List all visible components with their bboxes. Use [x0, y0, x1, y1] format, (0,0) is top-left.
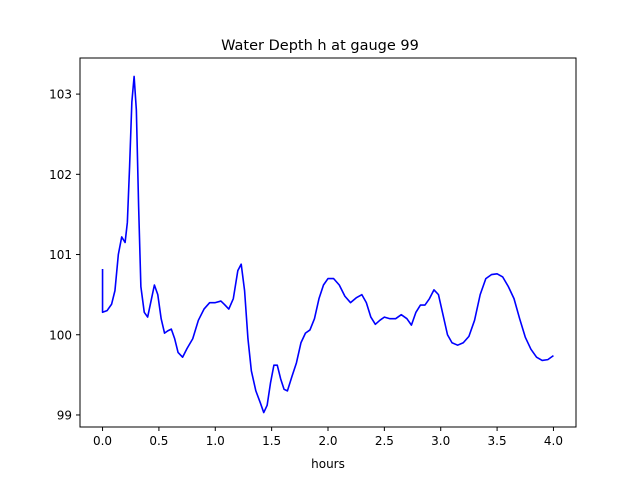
y-axis: 99 100 101 102 103 [49, 88, 80, 422]
y-tick-label: 100 [49, 328, 72, 342]
x-axis-label: hours [311, 457, 345, 471]
plot-area [101, 75, 554, 414]
x-tick-label: 0.5 [149, 434, 168, 448]
x-tick-label: 3.5 [488, 434, 507, 448]
x-tick-label: 2.5 [375, 434, 394, 448]
y-tick-label: 102 [49, 168, 72, 182]
x-tick-label: 2.0 [318, 434, 337, 448]
chart-title: Water Depth h at gauge 99 [221, 38, 419, 54]
y-tick-label: 99 [57, 408, 72, 422]
x-tick-label: 1.0 [206, 434, 225, 448]
x-tick-label: 4.0 [544, 434, 563, 448]
x-tick-label: 0.0 [93, 434, 112, 448]
y-tick-label: 103 [49, 88, 72, 102]
x-tick-label: 3.0 [431, 434, 450, 448]
y-tick-label: 101 [49, 248, 72, 262]
series-line-0 [101, 75, 554, 414]
plot-frame [79, 57, 577, 428]
x-tick-label: 1.5 [262, 434, 281, 448]
x-axis: 0.0 0.5 1.0 1.5 2.0 2.5 3.0 3.5 4.0 [93, 427, 563, 448]
